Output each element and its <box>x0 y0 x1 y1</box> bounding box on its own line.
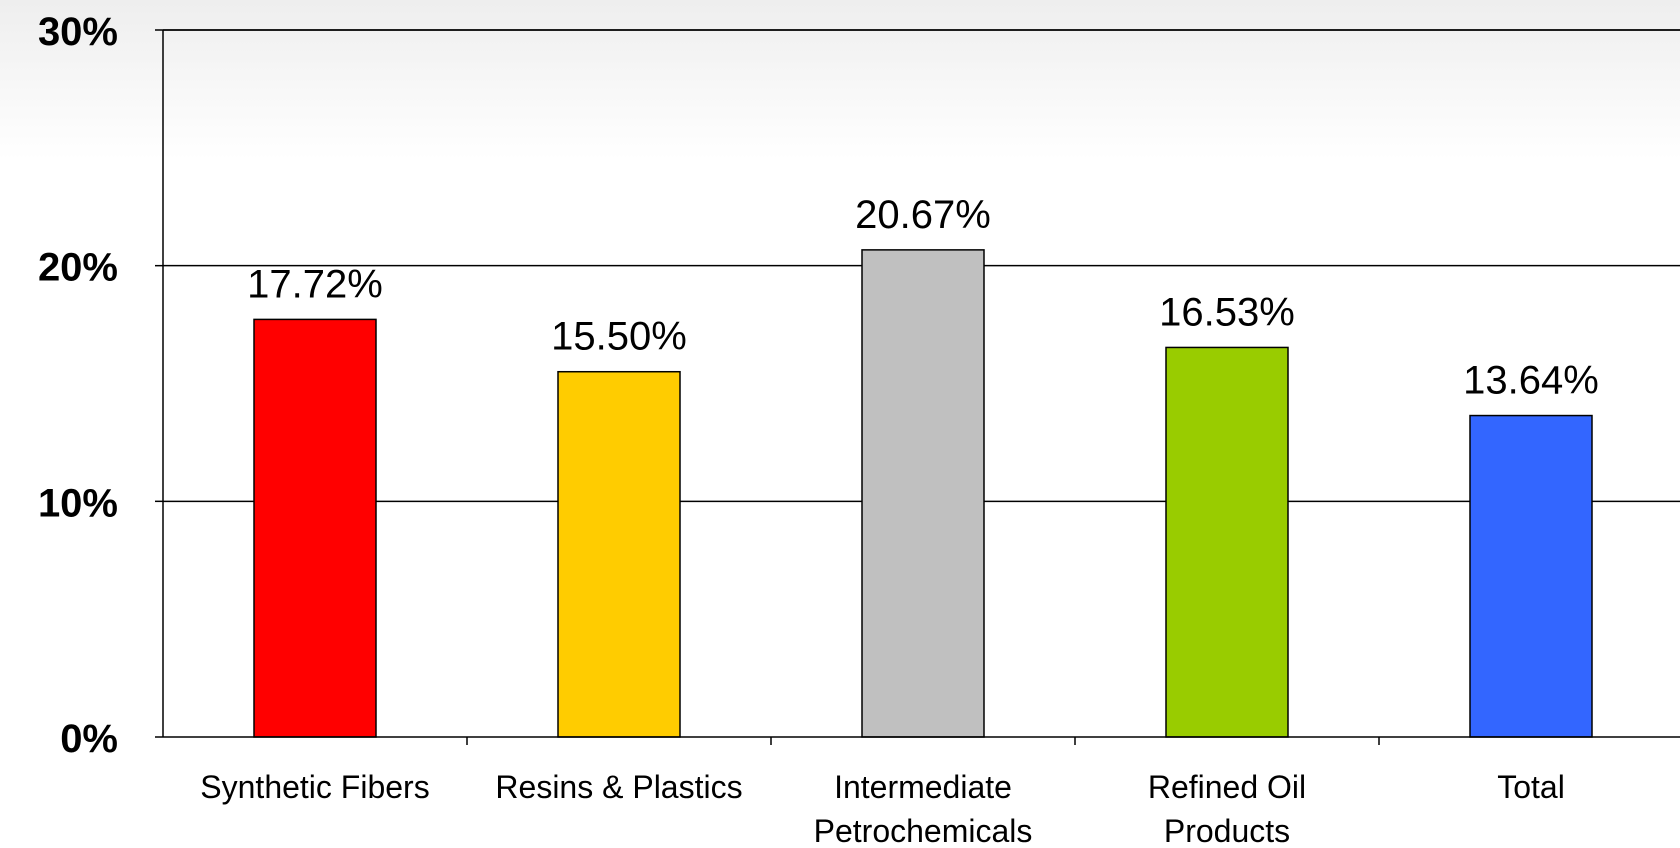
y-tick-label: 10% <box>38 481 118 525</box>
bar <box>253 318 377 738</box>
background-gradient <box>0 0 1680 160</box>
data-label: 13.64% <box>1463 359 1599 403</box>
x-tick-label: Resins & Plastics <box>495 769 742 805</box>
data-label: 20.67% <box>855 193 991 237</box>
bar <box>557 370 681 738</box>
x-tick-label: Petrochemicals <box>814 813 1033 848</box>
x-tick-label: Total <box>1497 769 1565 805</box>
y-tick-label: 30% <box>38 10 118 54</box>
data-label: 15.50% <box>551 315 687 359</box>
data-label: 17.72% <box>247 262 383 306</box>
x-tick-label: Synthetic Fibers <box>200 769 429 805</box>
x-tick-label: Intermediate <box>834 769 1012 805</box>
data-label: 16.53% <box>1159 290 1295 334</box>
bar <box>861 249 985 738</box>
y-tick-label: 20% <box>38 246 118 290</box>
bar <box>1165 346 1289 738</box>
x-tick-label: Products <box>1164 813 1290 848</box>
y-tick-label: 0% <box>60 717 118 761</box>
x-tick-label: Refined Oil <box>1148 769 1306 805</box>
bar <box>1469 414 1593 738</box>
